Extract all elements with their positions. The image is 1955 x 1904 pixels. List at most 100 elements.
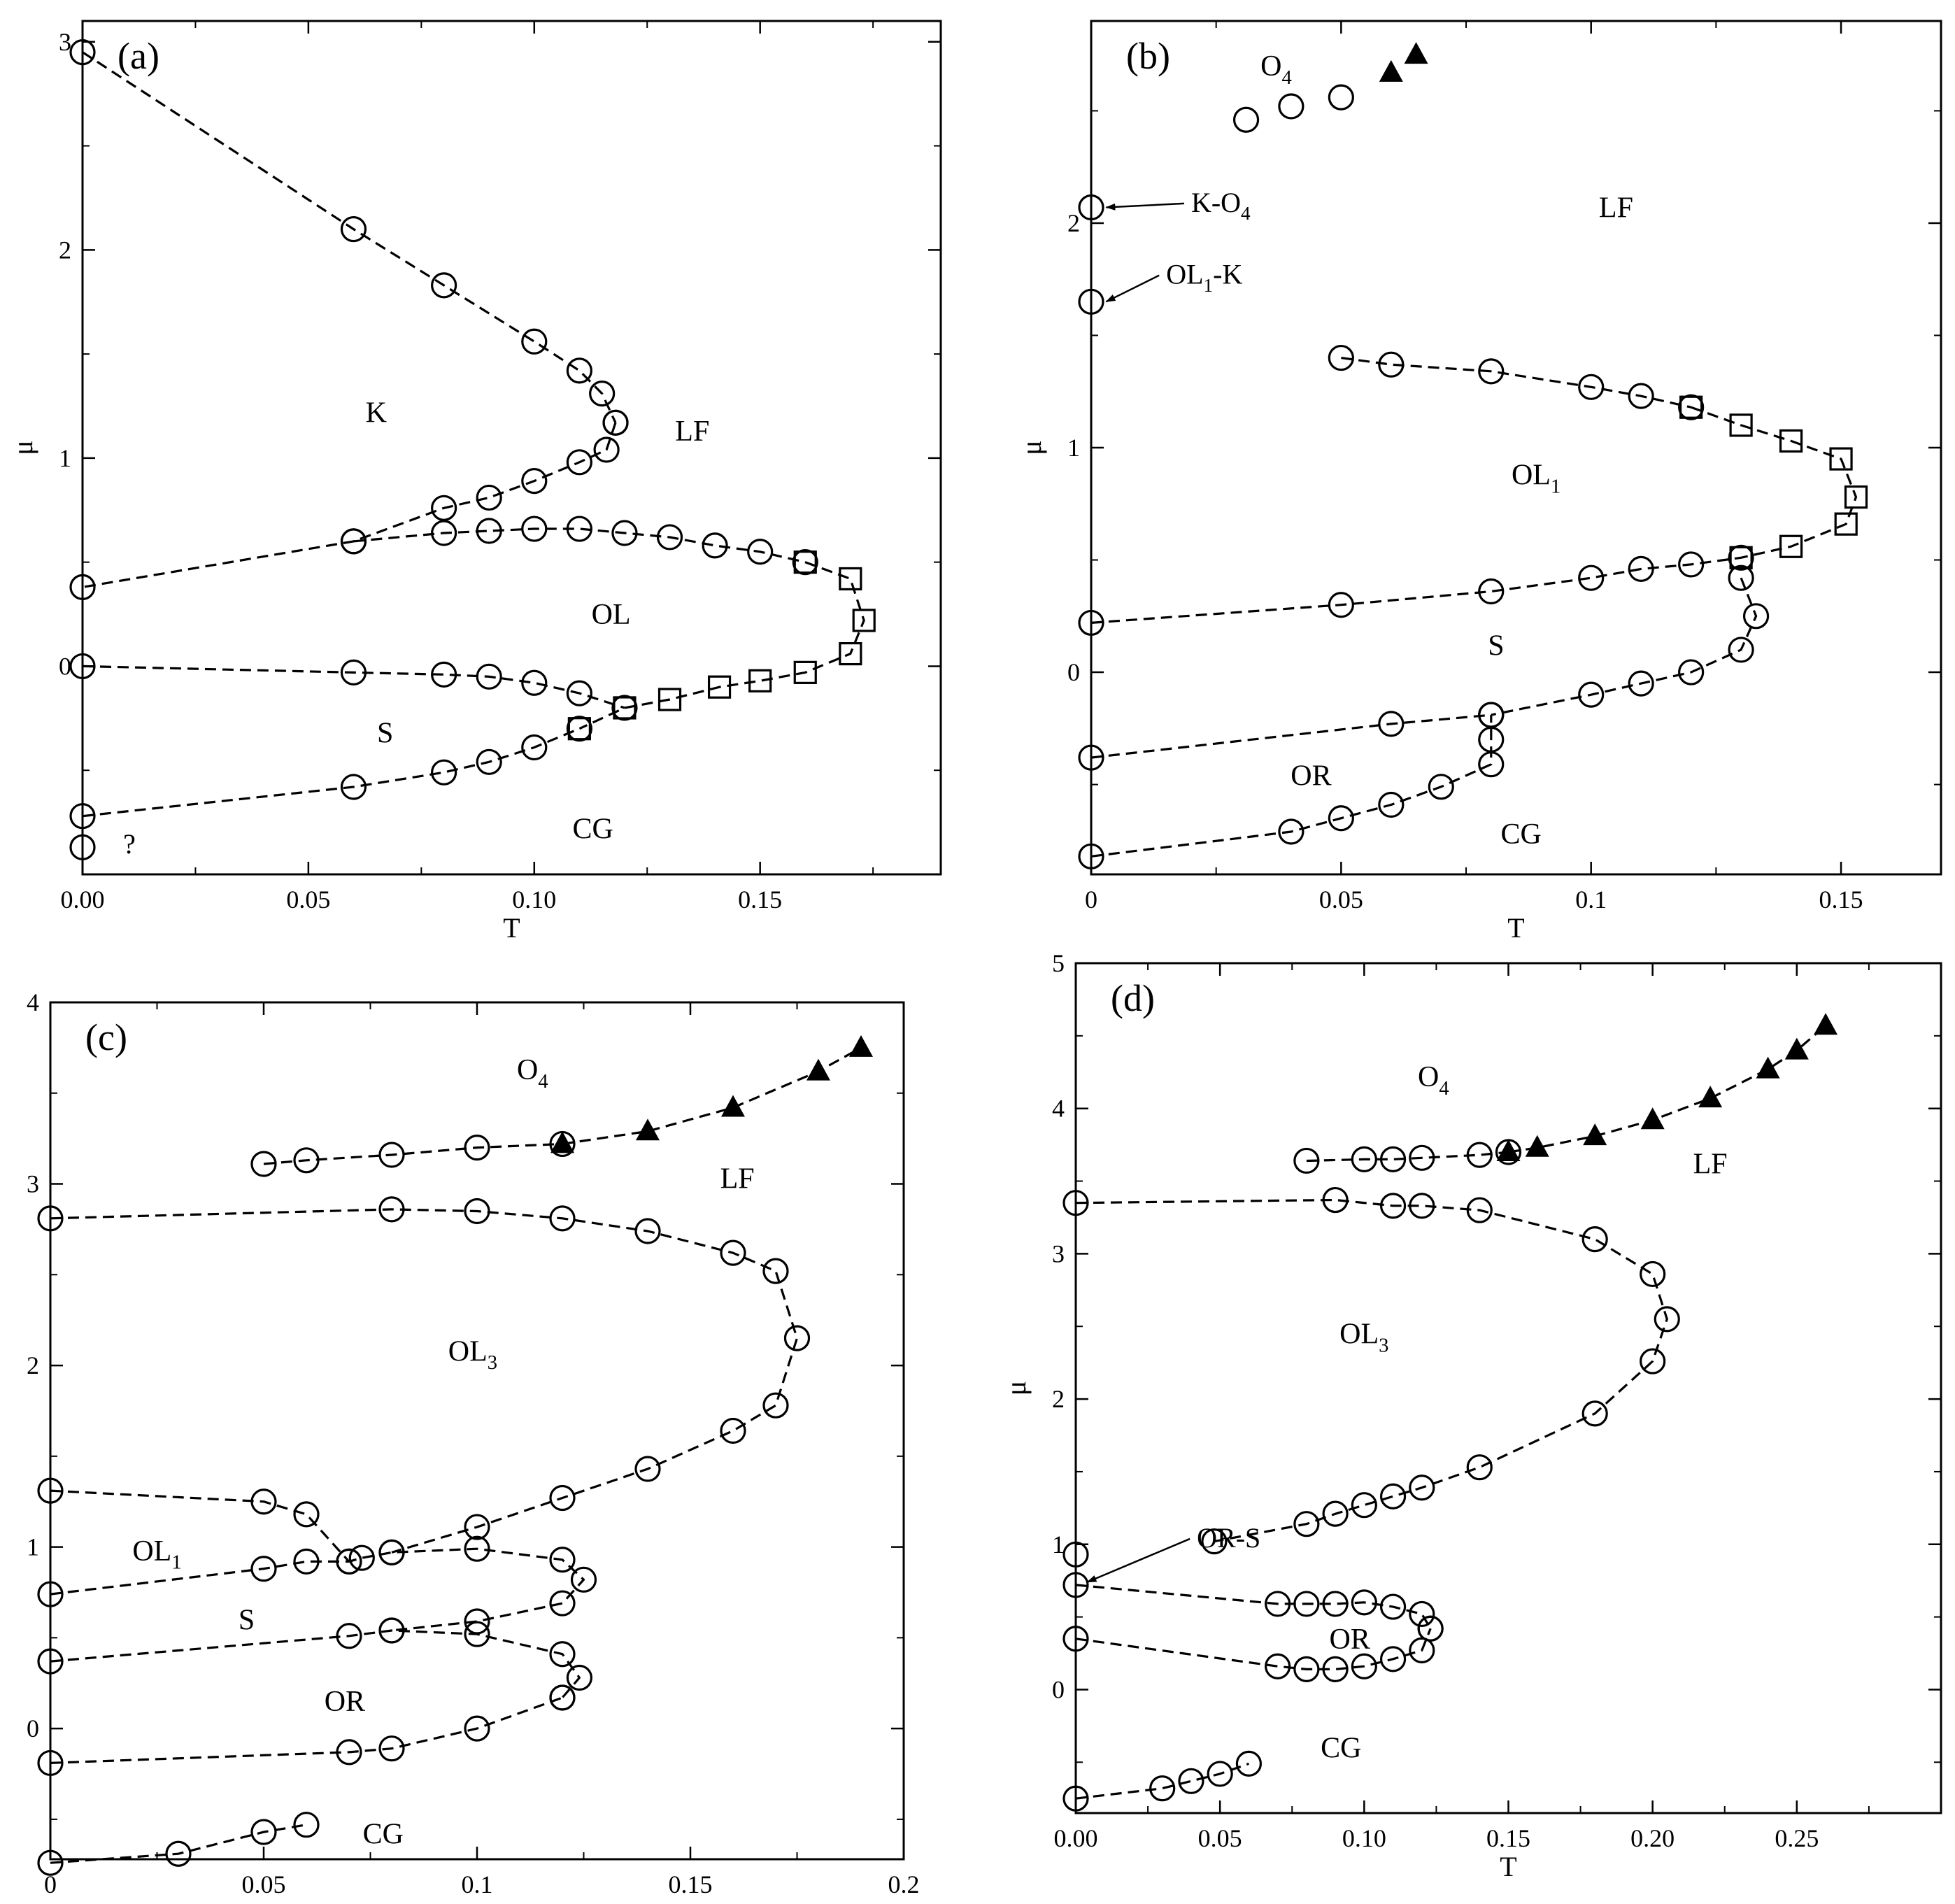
panel-d-circle-marker xyxy=(1322,1500,1349,1527)
panel-d-circle-marker xyxy=(1581,1226,1608,1253)
panel-b-circle-marker xyxy=(1678,659,1705,685)
panel-b-circle-marker xyxy=(1232,106,1260,133)
panel-b-circle-marker xyxy=(1278,818,1304,845)
panel-b-circle-marker xyxy=(1628,555,1654,582)
panel-d-circle-marker xyxy=(1351,1653,1377,1679)
panel-d-y-tick-label: 2 xyxy=(1052,1385,1065,1413)
panel-a-circle-marker xyxy=(656,524,683,550)
panel-a-circle-marker xyxy=(702,532,728,559)
panel-c-circle-marker xyxy=(37,1849,64,1876)
panel-c-triangle-marker xyxy=(849,1035,873,1057)
panel-c-line-or-cg xyxy=(50,1696,563,1764)
panel-b-region-o4: O4 xyxy=(1260,50,1292,89)
panel-c-region-or: OR xyxy=(325,1686,365,1718)
panel-c-circle-marker xyxy=(720,1239,746,1266)
panel-a-y-tick-label: 1 xyxy=(59,444,71,472)
panel-a-circle-marker xyxy=(611,520,638,546)
panel-a-circle-marker xyxy=(747,539,774,565)
panel-c-y-tick-label: 4 xyxy=(27,988,39,1016)
panel-a-circle-marker xyxy=(431,661,457,688)
panel-c-line-o4-lf-triangles xyxy=(562,1046,862,1145)
panel-b-circle-marker xyxy=(1578,374,1605,400)
panel-c-circle-marker xyxy=(378,1539,405,1565)
panel-b-annotation-arrow xyxy=(1105,202,1185,211)
panel-c-region-o4: O4 xyxy=(517,1054,548,1093)
panel-d-x-tick-label: 0.25 xyxy=(1775,1824,1819,1852)
panel-c-circle-marker xyxy=(549,1684,576,1711)
panel-d-triangle-marker xyxy=(1525,1135,1549,1157)
panel-b-circle-marker xyxy=(1478,702,1505,728)
panel-b-x-axis-label: T xyxy=(1507,912,1524,944)
panel-c-circle-marker xyxy=(250,1556,277,1582)
panel-d-circle-marker xyxy=(1640,1348,1666,1374)
panel-d-circle-marker xyxy=(1379,1193,1407,1219)
panel-d-circle-marker xyxy=(1178,1768,1204,1794)
panel-c-circle-marker xyxy=(336,1548,362,1575)
panel-a-circle-marker xyxy=(566,680,592,706)
panel-a-x-tick-label: 0.15 xyxy=(738,886,782,914)
panel-a-circle-marker xyxy=(69,653,96,680)
panel-d-label: (d) xyxy=(1111,977,1155,1019)
panel-b-circle-marker xyxy=(1478,358,1505,385)
panel-d-circle-marker xyxy=(1293,1656,1320,1682)
panel-c-circle-marker xyxy=(293,1812,320,1838)
panel-d-circle-marker xyxy=(1379,1593,1407,1620)
panel-d-circle-marker xyxy=(1201,1528,1228,1555)
panel-b-square-marker xyxy=(1729,546,1753,569)
panel-a-circle-marker xyxy=(792,549,818,576)
panel-b-circle-marker xyxy=(1328,592,1354,618)
panel-b-annotation-ol-k: OL1-K xyxy=(1166,259,1242,296)
panel-c-circle-marker xyxy=(165,1840,192,1867)
panel-d-circle-marker xyxy=(1149,1775,1176,1802)
panel-a-region-ol: OL xyxy=(592,599,631,631)
panel-c-circle-marker xyxy=(348,1544,375,1571)
panel-c-circle-marker xyxy=(549,1547,576,1573)
panel-a-square-marker xyxy=(839,641,862,666)
panel-b-circle-marker xyxy=(1478,578,1505,605)
panel-c-frame xyxy=(49,1001,905,1861)
panel-d-line-o4-lf-triangles xyxy=(1508,1025,1827,1153)
panel-c-x-tick-label: 0 xyxy=(44,1870,57,1898)
panel-c-triangle-marker xyxy=(806,1058,830,1081)
panel-b-square-marker xyxy=(1679,395,1703,419)
panel-a-circle-marker xyxy=(69,574,96,600)
panel-d-x-tick-label: 0.15 xyxy=(1486,1824,1530,1852)
panel-d-triangle-marker xyxy=(1814,1013,1838,1035)
panel-c: 0 0.05 0.1 0.15 0.2 0 1 2 3 4 (c) O4 LF OL3 OL1 S OR CG xyxy=(27,988,920,1898)
panel-d-region-o4: O4 xyxy=(1418,1061,1449,1100)
panel-b-circle-marker xyxy=(1578,681,1605,708)
panel-d-triangle-marker xyxy=(1583,1123,1607,1146)
panel-b-square-marker xyxy=(1779,429,1803,453)
panel-a-circle-marker xyxy=(589,381,616,407)
panel-d-triangle-marker xyxy=(1784,1037,1809,1060)
panel-a-y-axis-label: μ xyxy=(7,440,38,455)
panel-c-circle-marker xyxy=(37,1581,64,1607)
panel-c-circle-marker xyxy=(634,1456,661,1482)
panel-b-circle-marker xyxy=(1328,805,1354,832)
panel-c-line-o4-lf-circles xyxy=(263,1142,563,1165)
panel-b-frame xyxy=(1090,20,1942,876)
panel-a-square-marker xyxy=(613,696,637,720)
panel-d-circle-marker xyxy=(1654,1306,1680,1333)
panel-d-circle-marker xyxy=(1322,1591,1349,1617)
panel-d-circle-marker xyxy=(1417,1615,1444,1642)
panel-b-annotation-arrow xyxy=(1105,274,1160,303)
panel-b-circle-marker xyxy=(1678,551,1705,578)
panel-a-label: (a) xyxy=(118,35,159,77)
panel-d-circle-marker xyxy=(1293,1147,1320,1174)
panel-c-circle-marker xyxy=(549,1641,576,1668)
panel-a-circle-marker xyxy=(69,803,96,830)
panel-d-region-ol3: OL3 xyxy=(1339,1319,1388,1357)
panel-b-line-s-lf xyxy=(1491,577,1758,716)
panel-a-y-tick-label: 0 xyxy=(59,652,71,680)
panel-d-x-tick-label: 0.05 xyxy=(1198,1824,1242,1852)
panel-b-triangle-marker xyxy=(1379,59,1403,82)
panel-d-circle-marker xyxy=(1409,1144,1435,1171)
panel-c-circle-marker xyxy=(464,1621,490,1647)
panel-d-annotation-arrow xyxy=(1086,1537,1190,1583)
panel-c-circle-marker xyxy=(378,1142,405,1168)
panel-d-circle-marker xyxy=(1207,1761,1233,1787)
panel-b-x-tick-label: 0.1 xyxy=(1575,886,1607,914)
panel-d-triangle-marker xyxy=(1496,1139,1521,1161)
panel-a-line-ol-lf xyxy=(578,561,865,730)
